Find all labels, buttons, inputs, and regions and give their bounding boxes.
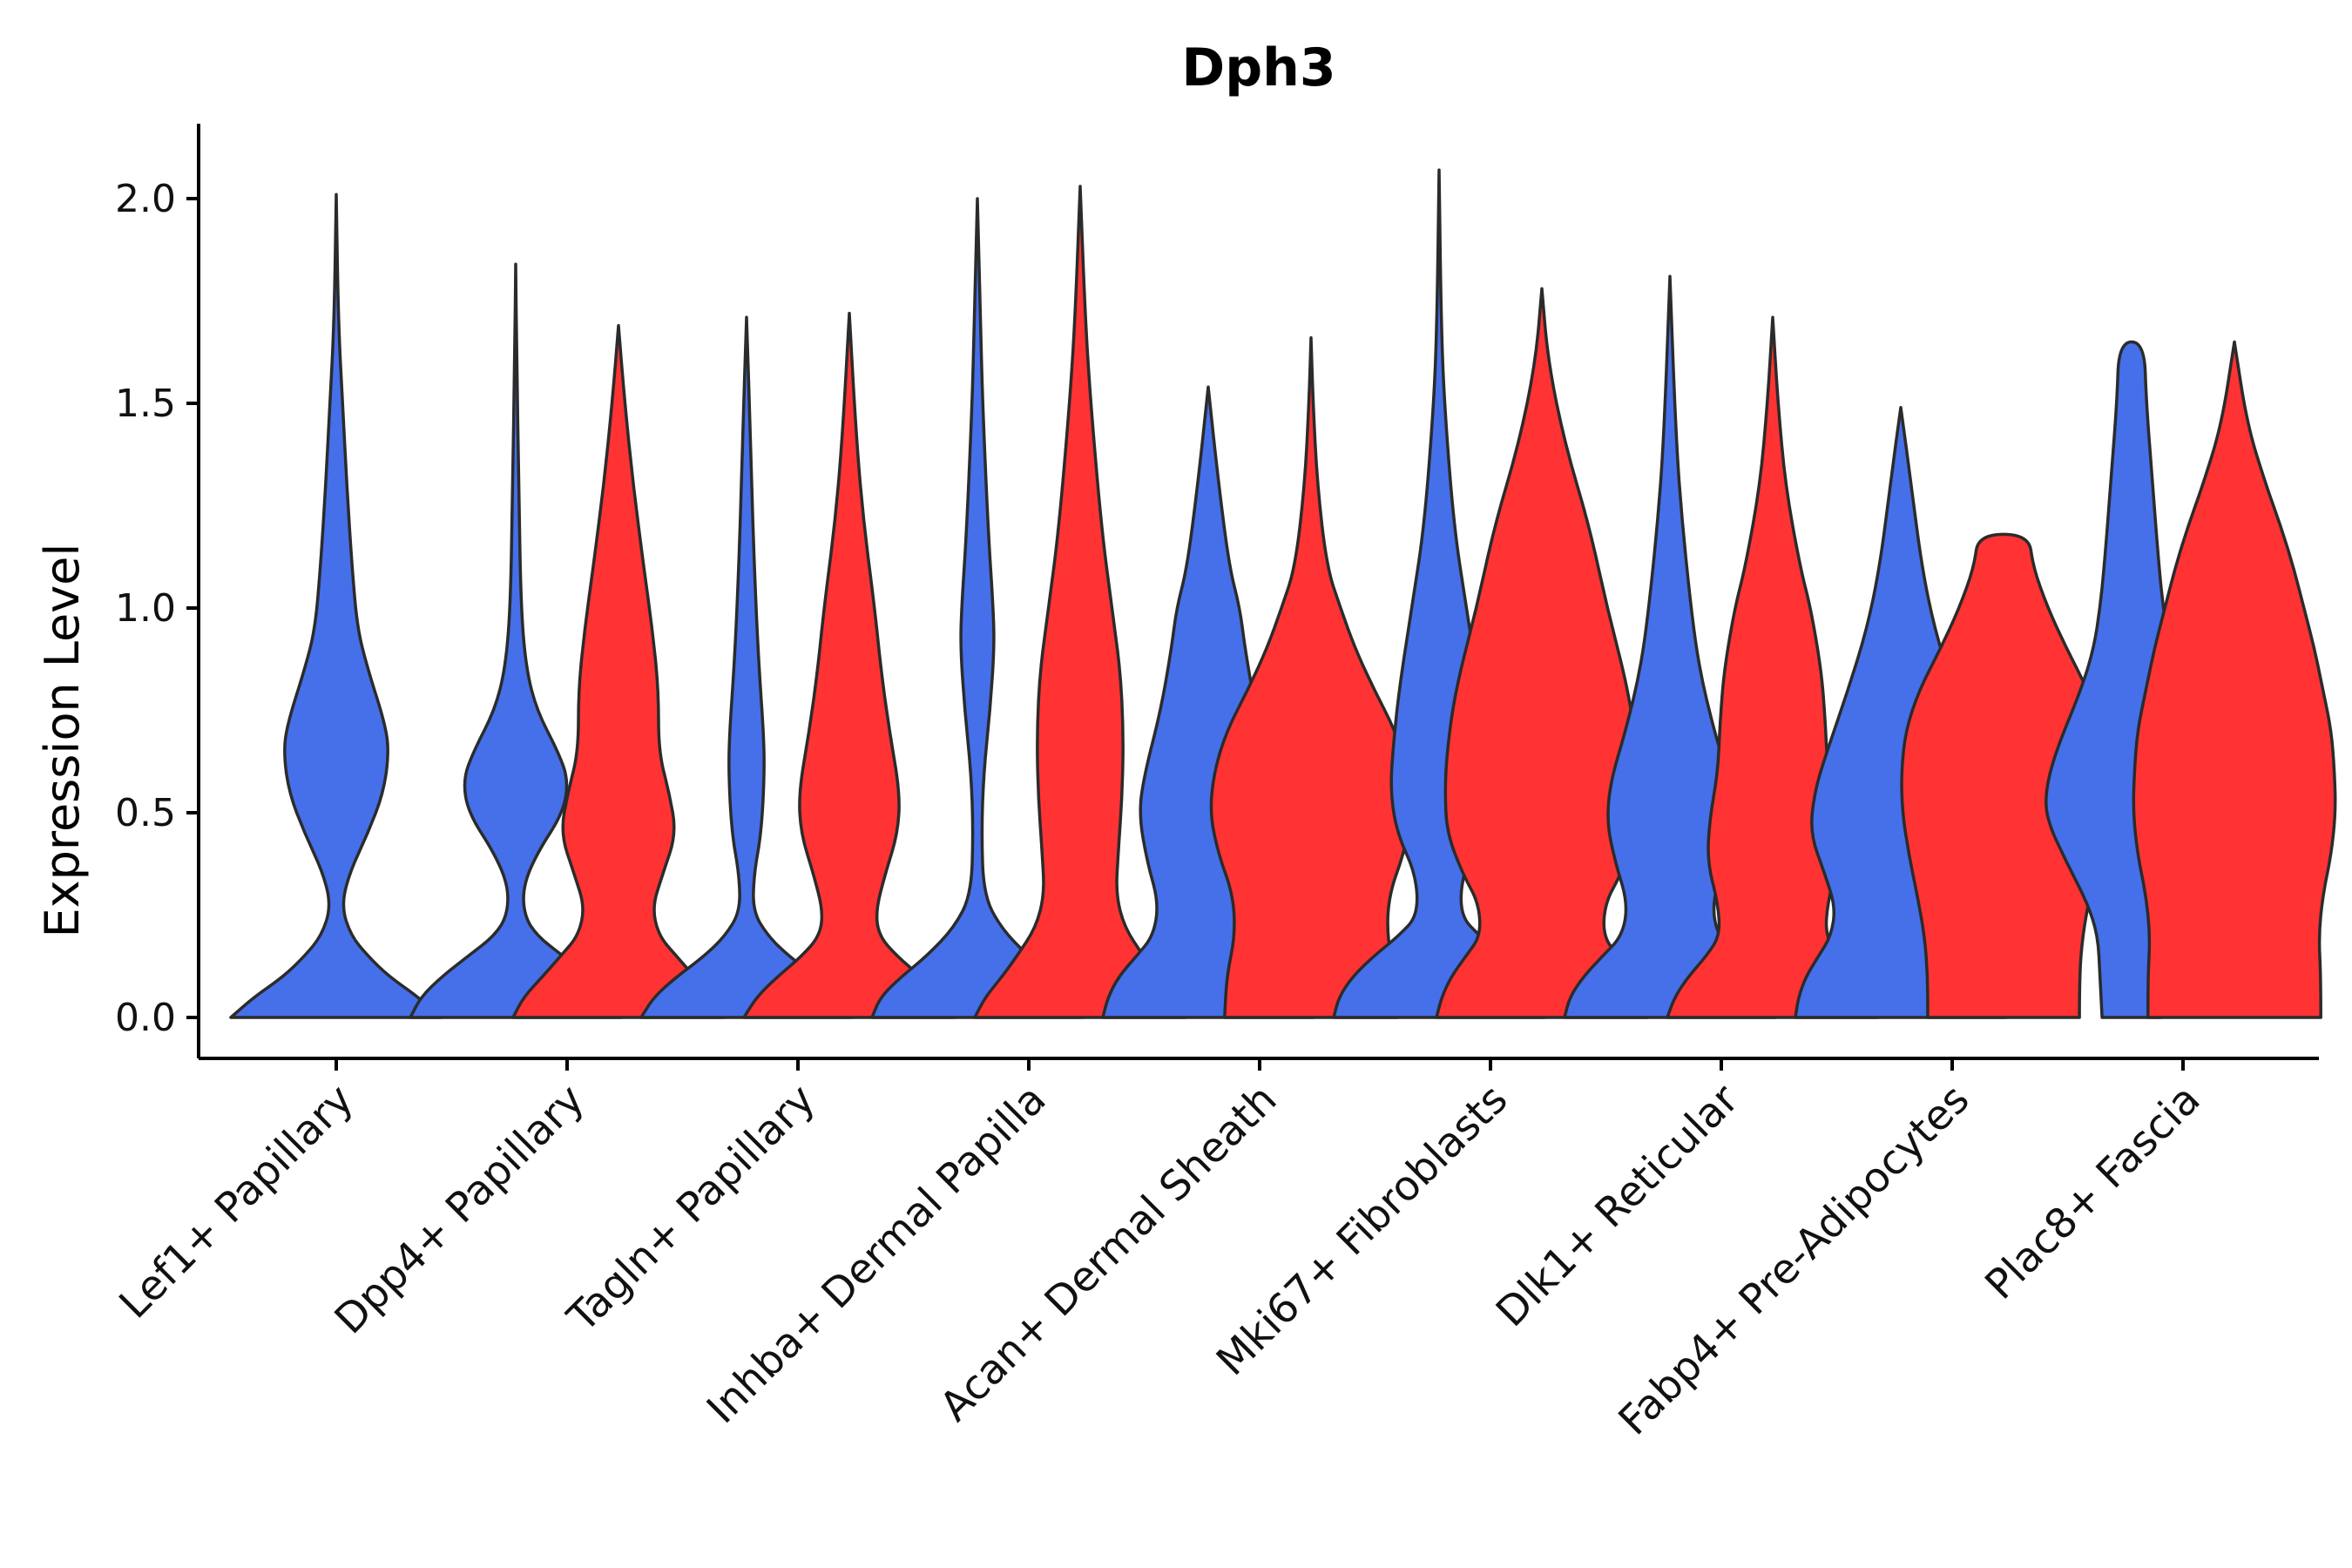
y-axis-label: Expression Level [35,544,90,938]
x-tick-label: Tagln+ Papillary [558,1076,825,1342]
violin-layer [229,168,2337,1019]
y-tick-label: 1.5 [115,382,176,426]
x-tick-label: Plac8+ Fascia [1977,1076,2210,1309]
violin-blue-3 [870,197,1085,1019]
x-tick-label: Dpp4+ Papillary [326,1076,594,1344]
violin-red-3 [973,185,1187,1019]
violin-blue-0 [229,193,443,1019]
chart-title: Dph3 [1181,37,1335,98]
y-ticks: 0.0 0.5 1.0 1.5 2.0 [115,177,199,1040]
violin-red-5 [1435,287,1649,1019]
violin-red-2 [742,311,956,1019]
violin-blue-1 [409,262,623,1019]
x-tick-label: Lef1+ Papillary [111,1076,363,1328]
y-tick-label: 0.5 [115,791,176,835]
y-tick-label: 0.0 [115,996,176,1040]
violin-blue-2 [639,315,854,1019]
y-tick-label: 1.0 [115,586,176,631]
x-tick-label: Dlk1+ Reticular [1487,1075,1748,1336]
violin-red-8 [2132,340,2337,1019]
violin-red-1 [511,323,726,1019]
y-tick-label: 2.0 [115,177,176,221]
